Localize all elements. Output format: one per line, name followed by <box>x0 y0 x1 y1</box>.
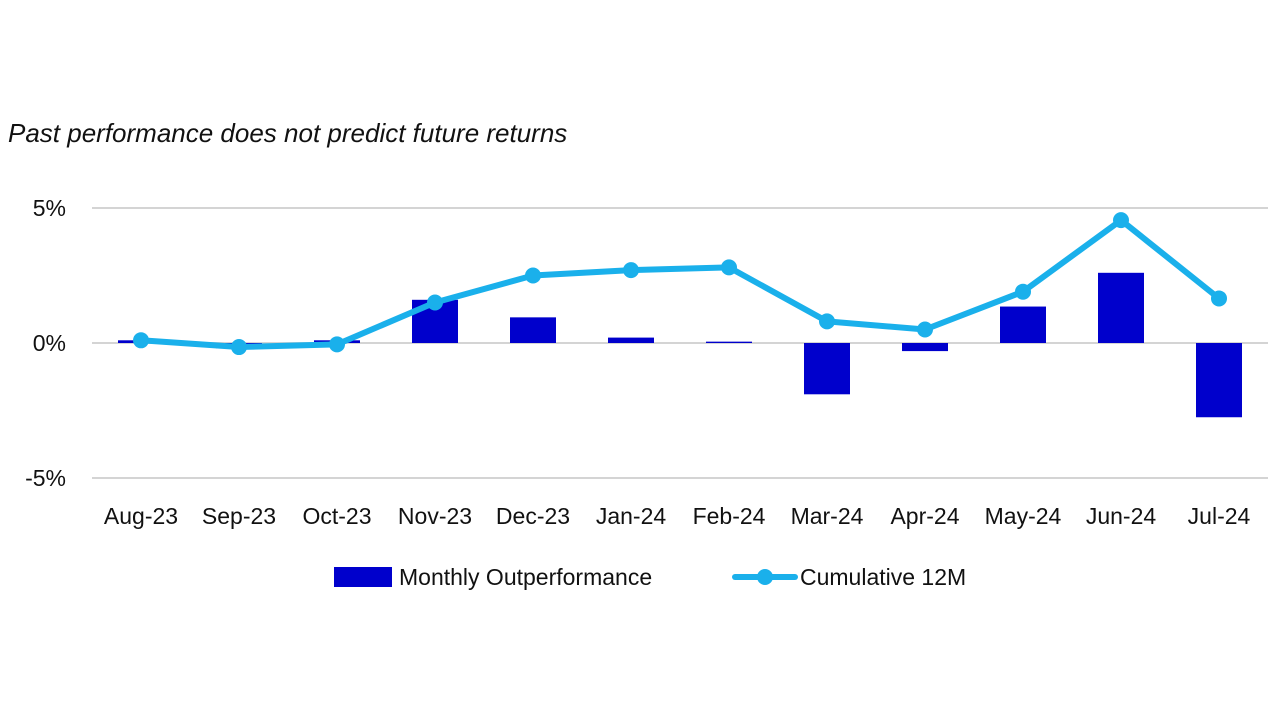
x-tick-label: Jan-24 <box>596 503 667 529</box>
line-point-oct-23 <box>329 336 345 353</box>
gridlines <box>92 207 1268 479</box>
line-point-feb-24 <box>721 259 737 276</box>
x-tick-label: Mar-24 <box>791 503 864 529</box>
line-point-mar-24 <box>819 313 835 330</box>
x-tick-label: Jun-24 <box>1086 503 1157 529</box>
line-point-aug-23 <box>133 332 149 349</box>
y-tick-label: -5% <box>25 465 66 491</box>
bar-series <box>118 272 1242 418</box>
line-point-dec-23 <box>525 267 541 284</box>
legend-line-marker <box>757 569 773 585</box>
y-tick-label: 5% <box>33 195 66 221</box>
line-point-jun-24 <box>1113 212 1129 229</box>
line-series <box>133 212 1227 356</box>
bar-jan-24 <box>608 337 654 343</box>
x-tick-label: Apr-24 <box>890 503 959 529</box>
bar-feb-24 <box>706 341 752 343</box>
chart-subtitle: Past performance does not predict future… <box>8 118 568 148</box>
legend-label-cumulative: Cumulative 12M <box>800 564 966 590</box>
x-axis-ticks: Aug-23 Sep-23 Oct-23 Nov-23 Dec-23 Jan-24 Feb-… <box>104 503 1251 529</box>
y-axis-ticks: 5% 0% -5% <box>25 195 66 491</box>
bar-mar-24 <box>804 343 850 395</box>
x-tick-label: Jul-24 <box>1188 503 1251 529</box>
line-point-nov-23 <box>427 294 443 311</box>
line-point-jan-24 <box>623 262 639 279</box>
legend-bar-swatch <box>334 567 392 587</box>
legend: Monthly Outperformance Cumulative 12M <box>334 564 966 590</box>
line-point-apr-24 <box>917 321 933 338</box>
legend-label-monthly: Monthly Outperformance <box>399 564 652 590</box>
x-tick-label: Oct-23 <box>302 503 371 529</box>
line-point-may-24 <box>1015 283 1031 300</box>
x-tick-label: Aug-23 <box>104 503 178 529</box>
x-tick-label: Sep-23 <box>202 503 276 529</box>
bar-dec-23 <box>510 317 556 343</box>
cumulative-line <box>138 217 1222 351</box>
line-point-jul-24 <box>1211 290 1227 307</box>
x-tick-label: May-24 <box>985 503 1062 529</box>
line-point-sep-23 <box>231 339 247 356</box>
bar-apr-24 <box>902 343 948 352</box>
x-tick-label: Dec-23 <box>496 503 570 529</box>
bar-may-24 <box>1000 306 1046 343</box>
x-tick-label: Nov-23 <box>398 503 472 529</box>
bar-jul-24 <box>1196 343 1242 418</box>
x-tick-label: Feb-24 <box>693 503 766 529</box>
bar-jun-24 <box>1098 272 1144 343</box>
y-tick-label: 0% <box>33 330 66 356</box>
